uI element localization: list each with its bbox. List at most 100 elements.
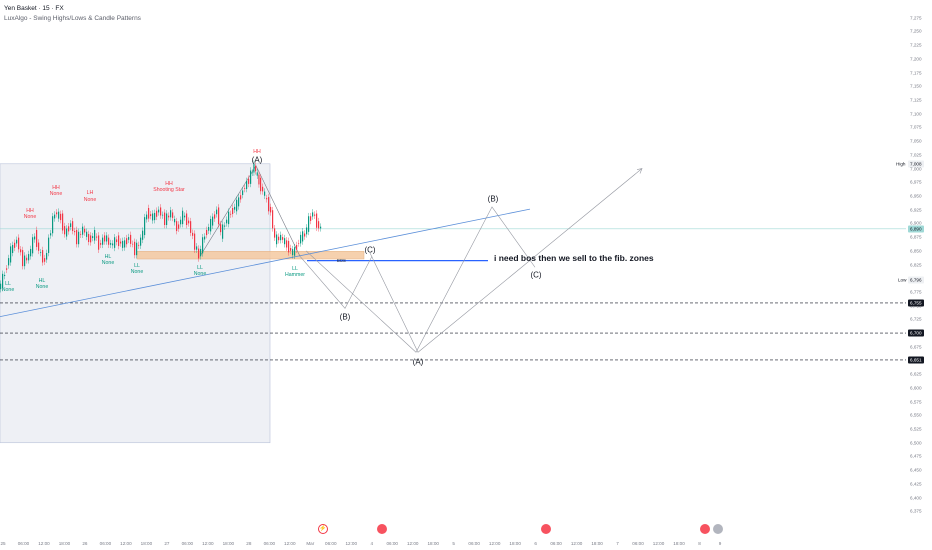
candle-body	[42, 250, 44, 263]
candle-body	[292, 249, 294, 256]
candle-body	[304, 233, 306, 237]
us-flag-event-icon[interactable]	[377, 524, 387, 534]
candle-body	[68, 226, 70, 232]
candle-body	[54, 214, 56, 219]
price-tick: 6,375	[910, 508, 922, 514]
trade-note: i need bos then we sell to the fib. zone…	[494, 253, 654, 263]
candle-body	[90, 235, 92, 243]
swing-label-line: None	[23, 214, 37, 221]
candle-body	[36, 229, 38, 247]
candle-body	[86, 231, 88, 237]
us-flag-event-icon[interactable]	[700, 524, 710, 534]
time-tick: 26	[82, 541, 88, 546]
price-tick: 6,850	[910, 248, 922, 254]
candle-body	[88, 233, 90, 243]
swing-label: HL None	[102, 254, 114, 266]
candle-body	[14, 242, 16, 248]
time-tick: 06:00	[468, 541, 480, 546]
candle-body	[148, 208, 150, 219]
candle-body	[318, 221, 320, 229]
candle-body	[156, 210, 158, 217]
swing-label-line: HH	[165, 180, 173, 187]
projection-line	[369, 168, 643, 353]
time-tick: 28	[246, 541, 252, 546]
candle-body	[314, 214, 316, 216]
swing-label: LH None	[84, 190, 96, 202]
time-tick: 18:00	[58, 541, 71, 546]
demand-zone	[136, 251, 365, 260]
time-tick: 18:00	[673, 541, 685, 546]
swing-label: HH Shooting Star	[153, 181, 184, 193]
candle-body	[168, 215, 170, 218]
candle-body	[132, 243, 134, 245]
candle-body	[56, 212, 58, 215]
price-tick: 6,575	[910, 399, 922, 405]
candle-body	[22, 250, 24, 267]
candle-body	[84, 228, 86, 233]
candle-body	[298, 243, 300, 244]
price-tick: 7,275	[910, 15, 922, 21]
candle-body	[66, 228, 68, 237]
swing-label-line: LL	[5, 280, 11, 287]
candle-body	[242, 190, 244, 196]
price-tick: 6,925	[910, 207, 922, 213]
candle-body	[286, 240, 288, 248]
candle-body	[194, 233, 196, 250]
candle-body	[226, 219, 228, 224]
candle-body	[240, 195, 242, 200]
us-flag-event-icon[interactable]	[713, 524, 723, 534]
candle-body	[126, 238, 128, 245]
time-tick: 12:00	[488, 541, 501, 546]
swing-label-line: HL	[38, 278, 46, 285]
candle-body	[34, 236, 36, 240]
time-tick: 18:00	[591, 541, 603, 546]
candle-body	[18, 237, 20, 250]
wave-label: (A)	[412, 357, 424, 367]
swing-label: LL Hammer	[285, 266, 305, 278]
time-tick: 18:00	[427, 541, 439, 546]
candle-body	[50, 233, 52, 236]
low-value-tag: 6,796	[908, 276, 924, 284]
level-tag: 6,755	[908, 299, 924, 307]
candle-body	[178, 224, 180, 229]
candle-body	[104, 235, 106, 242]
time-tick: 8	[698, 541, 701, 546]
swing-label-line: HL	[104, 253, 112, 260]
candle-body	[162, 214, 164, 216]
candle-body	[28, 254, 30, 261]
candle-body	[266, 198, 268, 200]
candle-body	[128, 237, 130, 240]
projection-line	[305, 206, 536, 353]
candle-body	[134, 241, 136, 256]
price-tick: 7,125	[910, 97, 922, 103]
price-tick: 6,450	[910, 467, 922, 473]
candle-body	[114, 237, 116, 248]
candle-body	[190, 221, 192, 233]
candle-body	[274, 228, 276, 238]
candle-body	[160, 207, 162, 216]
candle-body	[284, 238, 286, 245]
level-tag: 6,651	[908, 356, 924, 364]
flash-event-icon[interactable]: ⚡	[318, 524, 328, 534]
candle-body	[32, 237, 34, 254]
time-tick: 18:00	[222, 541, 235, 546]
price-tick: 6,975	[910, 179, 922, 185]
us-flag-event-icon[interactable]	[541, 524, 551, 534]
price-tick: 7,150	[910, 83, 922, 89]
price-tick: 6,550	[910, 412, 922, 418]
wave-label: (C)	[530, 270, 542, 280]
price-tick: 6,825	[910, 262, 922, 267]
swing-label-line: Hammer	[285, 272, 305, 279]
candle-body	[98, 235, 100, 250]
candle-body	[108, 237, 110, 245]
candle-body	[106, 235, 108, 242]
time-tick: 25	[0, 541, 6, 546]
candle-body	[144, 217, 146, 236]
candle-body	[82, 226, 84, 235]
price-axis[interactable]: 7,275 7,250 7,225 7,200 7,175 7,150 7,125 7,100…	[906, 0, 932, 550]
trendline	[0, 208, 531, 317]
candle-body	[70, 223, 72, 228]
candle-body	[228, 211, 230, 225]
